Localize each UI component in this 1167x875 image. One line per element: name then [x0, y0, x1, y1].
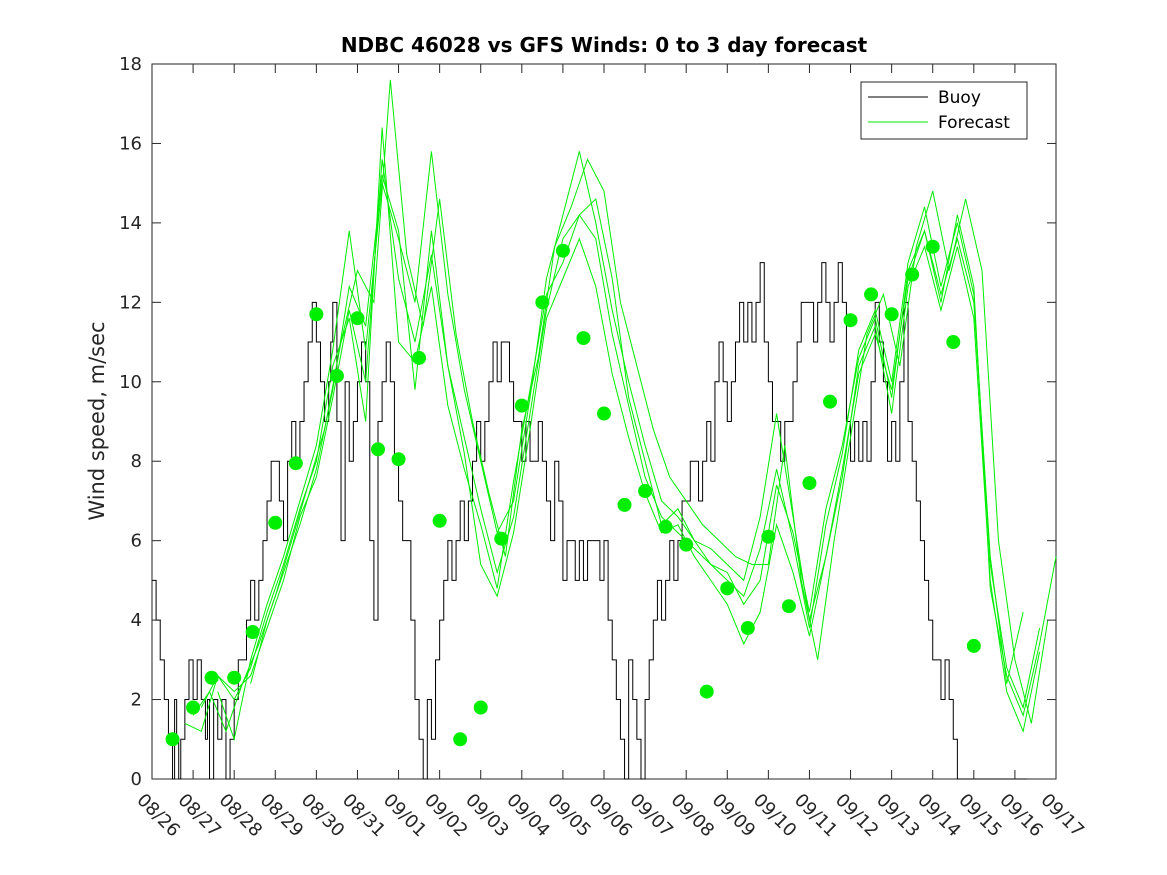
marker-layer — [165, 239, 981, 747]
y-tick-label: 16 — [119, 133, 142, 154]
y-tick-label: 2 — [131, 690, 142, 711]
legend-box — [860, 81, 1028, 140]
y-tick-label: 12 — [119, 292, 142, 313]
analysis-marker — [204, 670, 219, 685]
analysis-marker — [884, 307, 899, 322]
analysis-marker — [268, 515, 283, 530]
analysis-marker — [617, 497, 632, 512]
analysis-marker — [165, 732, 180, 747]
analysis-marker — [781, 599, 796, 614]
analysis-marker — [473, 700, 488, 715]
analysis-marker — [761, 529, 776, 544]
analysis-marker — [227, 670, 242, 685]
analysis-marker — [309, 307, 324, 322]
analysis-marker — [679, 537, 694, 552]
analysis-marker — [576, 331, 591, 346]
y-tick-label: 0 — [131, 769, 142, 790]
buoy-series-line — [152, 262, 1028, 780]
analysis-marker — [494, 531, 509, 546]
analysis-marker — [966, 638, 981, 653]
analysis-marker — [371, 442, 385, 457]
axes-box — [151, 63, 1057, 780]
analysis-marker — [720, 581, 735, 596]
analysis-marker — [699, 684, 714, 699]
analysis-marker — [823, 394, 837, 409]
forecast-run-4 — [217, 151, 1024, 742]
analysis-marker — [802, 476, 817, 491]
analysis-marker — [658, 519, 673, 534]
analysis-marker — [412, 350, 427, 365]
analysis-marker — [946, 335, 961, 350]
forecast-run-3 — [200, 159, 1041, 710]
y-axis-label: Wind speed, m/sec — [85, 321, 109, 520]
analysis-marker — [186, 700, 201, 715]
analysis-marker — [432, 513, 447, 528]
analysis-marker — [514, 398, 529, 413]
forecast-run-1 — [184, 127, 1057, 733]
analysis-marker — [535, 295, 550, 310]
y-tick-label: 6 — [131, 531, 142, 552]
analysis-marker — [925, 239, 940, 254]
analysis-marker — [245, 625, 260, 640]
legend: Buoy Forecast — [860, 81, 1028, 140]
analysis-marker — [843, 313, 858, 328]
legend-entry-buoy: Buoy — [938, 88, 981, 108]
analysis-marker — [453, 732, 468, 747]
y-tick-label: 18 — [119, 54, 142, 75]
analysis-marker — [597, 406, 611, 421]
analysis-marker — [740, 621, 755, 636]
y-tick-label: 4 — [131, 610, 142, 631]
chart-title: NDBC 46028 vs GFS Winds: 0 to 3 day fore… — [341, 33, 868, 57]
legend-entry-forecast: Forecast — [938, 113, 1010, 133]
y-tick-label: 10 — [119, 372, 142, 393]
y-axis: 0 2 4 6 8 10 12 14 16 18 — [119, 54, 1056, 790]
plot-area — [151, 63, 1057, 780]
analysis-marker — [288, 456, 303, 471]
analysis-marker — [864, 287, 879, 302]
analysis-marker — [638, 484, 653, 499]
analysis-marker — [329, 368, 344, 383]
analysis-marker — [391, 452, 406, 467]
analysis-marker — [905, 267, 920, 282]
y-tick-label: 14 — [119, 213, 142, 234]
analysis-marker — [350, 311, 365, 326]
y-tick-label: 8 — [131, 451, 142, 472]
analysis-marker — [555, 243, 570, 258]
buoy-layer — [152, 262, 1028, 780]
